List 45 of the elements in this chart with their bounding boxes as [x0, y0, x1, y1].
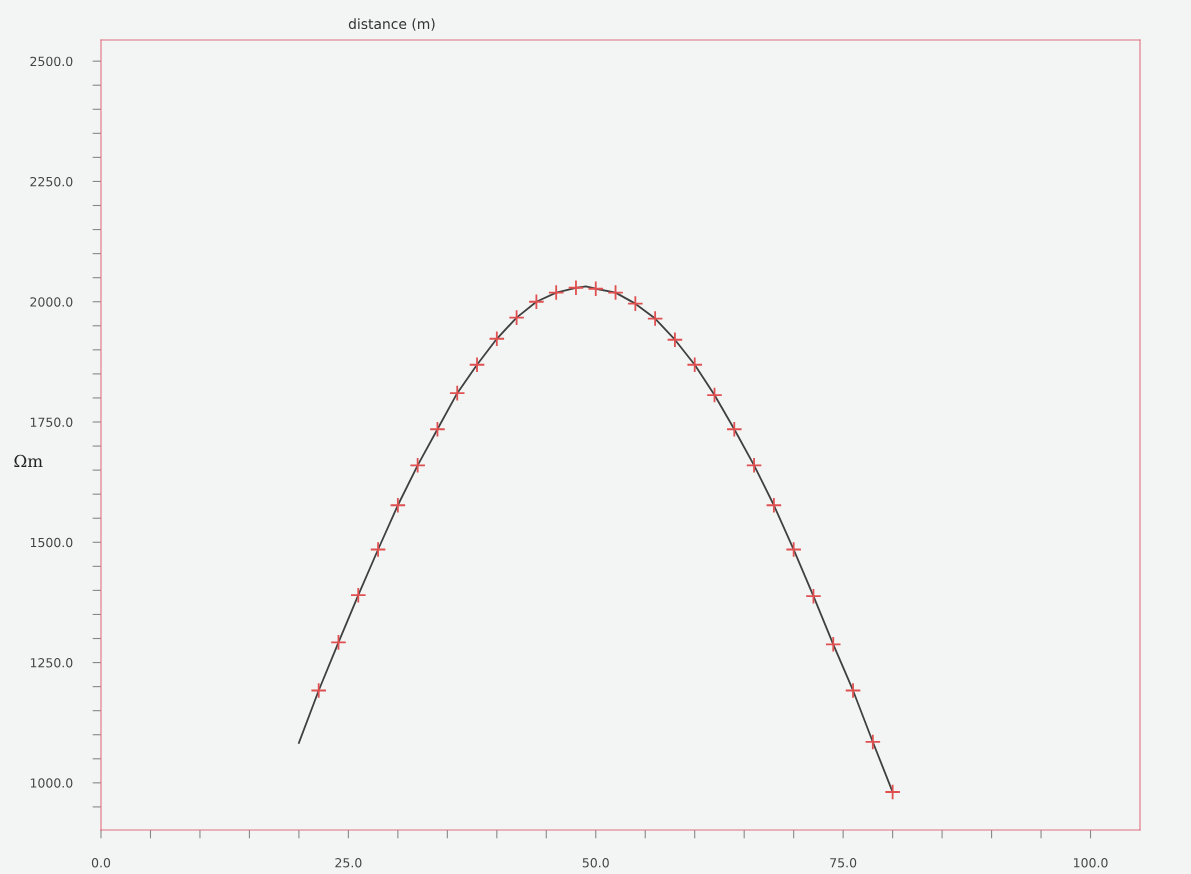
y-tick-label: 2000.0	[30, 297, 73, 307]
point	[488, 330, 505, 347]
y-tick-label: 1000.0	[30, 778, 73, 788]
point	[587, 280, 604, 297]
point	[765, 497, 783, 514]
y-tick-label: 1250.0	[30, 658, 73, 668]
point	[726, 421, 743, 438]
y-tick-label: 1500.0	[30, 537, 73, 548]
point	[666, 331, 684, 348]
point	[508, 309, 525, 326]
point	[607, 284, 624, 301]
y-tick-label: 2250.0	[30, 176, 73, 187]
point	[350, 587, 367, 604]
x-axis-title: distance (m)	[348, 18, 435, 31]
point	[528, 293, 545, 310]
point	[686, 356, 703, 373]
point	[646, 310, 664, 327]
point	[884, 783, 901, 801]
y-tick-label: 2500.0	[30, 56, 73, 67]
x-tick-label: 100.0	[1074, 858, 1108, 868]
y-axis-title: Ωm	[14, 454, 43, 468]
point	[429, 421, 446, 438]
point	[310, 682, 327, 699]
point	[567, 279, 585, 296]
point	[547, 284, 565, 301]
point	[844, 682, 862, 699]
point	[864, 733, 882, 751]
x-tick-label: 25.0	[335, 858, 362, 868]
line-series	[297, 285, 894, 793]
point	[706, 386, 723, 404]
point	[825, 636, 842, 653]
x-tick-label: 75.0	[830, 858, 857, 868]
y-tick-label: 1750.0	[30, 417, 73, 427]
point	[330, 634, 347, 651]
point	[468, 356, 486, 373]
point	[785, 541, 802, 558]
x-tick-label: 0.0	[91, 858, 111, 868]
point	[369, 541, 387, 558]
point	[449, 384, 466, 402]
point	[805, 587, 822, 605]
point	[627, 295, 644, 312]
point	[389, 497, 407, 514]
point	[409, 457, 426, 474]
x-tick-label: 50.0	[582, 858, 609, 868]
point	[745, 457, 763, 474]
